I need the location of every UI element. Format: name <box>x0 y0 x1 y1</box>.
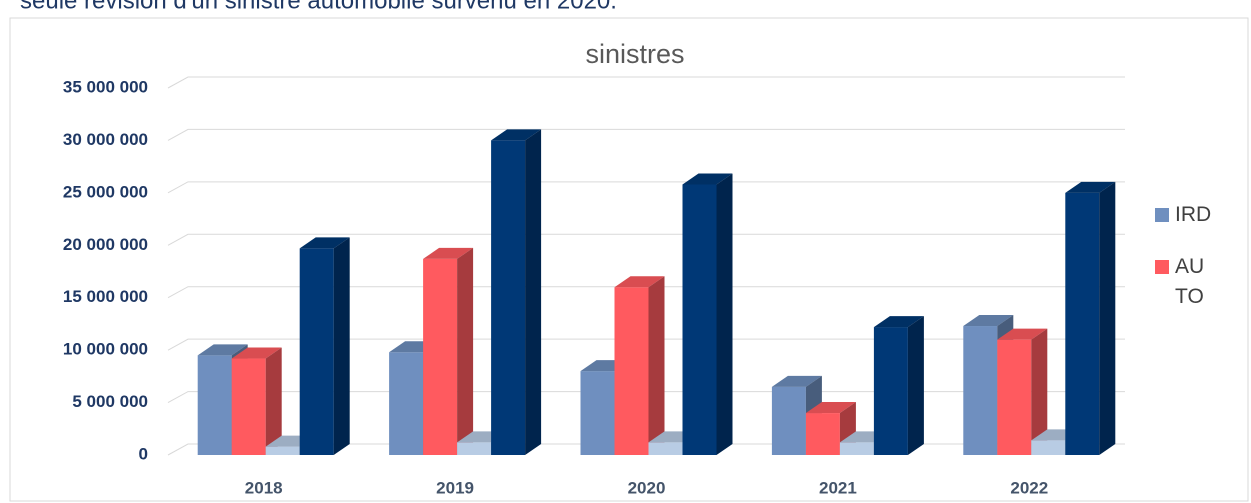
legend-label: AUTO <box>1175 255 1205 308</box>
bar-top <box>1065 181 1116 193</box>
bar-front <box>614 287 649 455</box>
grid-line <box>167 181 1125 194</box>
bar-top <box>614 276 665 288</box>
bar-top <box>805 402 856 414</box>
y-tick-label: 35 000 000 <box>63 77 148 96</box>
x-tick-label: 2018 <box>245 478 283 497</box>
bar <box>682 173 733 455</box>
bar-front <box>580 371 615 455</box>
legend: IRD AUTO <box>1155 200 1215 334</box>
y-tick-label: 5 000 000 <box>72 392 148 411</box>
grid-line <box>167 286 1125 299</box>
bar-top <box>873 316 924 328</box>
bar-top <box>963 315 1014 327</box>
bar-side <box>1031 328 1048 455</box>
bar-front <box>265 446 300 455</box>
y-tick-label: 15 000 000 <box>63 287 148 306</box>
bar-front <box>682 184 717 455</box>
legend-swatch <box>1155 260 1169 274</box>
chart-title: sinistres <box>585 39 684 69</box>
bar <box>873 316 924 455</box>
legend-label: IRD <box>1175 203 1212 226</box>
y-tick-label: 0 <box>139 444 148 463</box>
legend-item: AUTO <box>1155 252 1215 312</box>
x-tick-label: 2021 <box>819 478 857 497</box>
bar-front <box>805 413 840 455</box>
bar-front <box>1065 192 1100 455</box>
bar <box>299 237 350 455</box>
bar-side <box>525 129 542 455</box>
y-tick-label: 25 000 000 <box>63 182 148 201</box>
legend-swatch <box>1155 208 1169 222</box>
bar-front <box>389 352 424 455</box>
bar-front <box>1031 440 1066 455</box>
bar-top <box>771 375 822 387</box>
intro-text: seule révision d'un sinistre automobile … <box>20 0 617 14</box>
x-tick-label: 2022 <box>1010 478 1048 497</box>
bar-top <box>682 173 733 185</box>
grid-line <box>167 128 1125 141</box>
bar-front <box>197 355 232 455</box>
bar-front <box>491 140 526 455</box>
grid-line <box>167 338 1125 351</box>
bar-front <box>299 248 334 455</box>
bar-front <box>997 339 1032 455</box>
bar <box>1065 181 1116 455</box>
bar-front <box>231 358 266 455</box>
bar-front <box>423 258 458 455</box>
bar-side <box>907 316 924 455</box>
bar <box>491 129 542 455</box>
bar-side <box>648 276 665 455</box>
bar-side <box>457 247 474 455</box>
bar <box>423 247 474 455</box>
bar-front <box>873 327 908 455</box>
bar-front <box>648 442 683 455</box>
bar-front <box>771 386 806 455</box>
grid-line <box>167 233 1125 246</box>
x-tick-label: 2020 <box>628 478 666 497</box>
bar-top <box>299 237 350 249</box>
bar-top <box>197 344 248 356</box>
x-tick-label: 2019 <box>436 478 474 497</box>
bar-front <box>457 442 492 455</box>
bar-top <box>423 247 474 259</box>
y-tick-label: 30 000 000 <box>63 130 148 149</box>
bar-top <box>491 129 542 141</box>
bar-side <box>716 173 733 455</box>
bar-side <box>265 347 282 455</box>
bar-front <box>963 326 998 455</box>
y-tick-label: 20 000 000 <box>63 235 148 254</box>
legend-item: IRD <box>1155 200 1215 230</box>
bar <box>614 276 665 455</box>
bar-side <box>1099 181 1116 455</box>
bar-top <box>997 328 1048 340</box>
bar-side <box>333 237 350 455</box>
bar-front <box>839 442 874 455</box>
bar <box>231 347 282 455</box>
bar-top <box>231 347 282 359</box>
bar <box>997 328 1048 455</box>
grid-line <box>167 76 1125 89</box>
y-tick-label: 10 000 000 <box>63 340 148 359</box>
